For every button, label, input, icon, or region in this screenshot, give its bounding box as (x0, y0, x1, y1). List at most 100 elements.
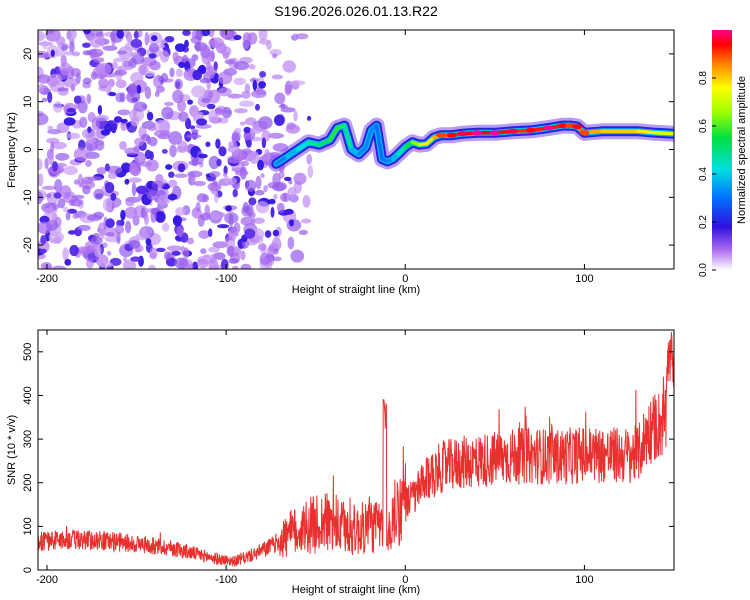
noise-blob (197, 95, 211, 108)
noise-blob (47, 91, 53, 104)
noise-blob (125, 220, 132, 234)
ridge-peak (471, 130, 482, 136)
noise-blob (133, 30, 140, 39)
noise-blob (95, 114, 109, 122)
noise-blob (221, 106, 232, 119)
noise-blob (169, 67, 175, 78)
noise-blob (51, 141, 67, 150)
noise-blob (175, 207, 186, 216)
noise-blob (241, 90, 251, 99)
noise-blob (195, 201, 201, 213)
noise-blob (258, 30, 268, 41)
noise-blob (198, 153, 208, 159)
noise-blob (54, 179, 63, 193)
noise-blob (131, 182, 137, 197)
noise-blob (70, 30, 77, 40)
noise-blob (199, 77, 211, 84)
noise-blob (130, 52, 141, 57)
noise-blob (187, 99, 194, 105)
noise-blob (64, 258, 72, 266)
noise-blob (97, 261, 113, 268)
noise-blob (107, 172, 118, 180)
noise-blob (151, 35, 158, 42)
noise-blob (244, 228, 256, 239)
noise-blob (132, 215, 140, 226)
heatmap-x-label: Height of straight line (km) (292, 284, 420, 296)
colorbar-tick-label: 0.4 (698, 167, 709, 181)
noise-blob (169, 144, 177, 158)
noise-blob (138, 30, 143, 38)
noise-blob (174, 43, 186, 52)
noise-blob (120, 209, 126, 221)
noise-blob (47, 129, 61, 135)
noise-blob (166, 245, 183, 252)
noise-blob (212, 241, 229, 249)
noise-blob (128, 177, 142, 183)
noise-blob (171, 250, 181, 256)
noise-blob (251, 89, 267, 99)
noise-blob (164, 251, 171, 261)
snr-panel: -200 -100 0 100 0 100 200 300 400 500 Height of s… (6, 329, 675, 596)
x-tick-label: -100 (215, 273, 237, 285)
noise-blob (57, 87, 69, 92)
noise-blob (52, 161, 58, 172)
noise-blob (229, 177, 237, 185)
noise-blob (215, 138, 221, 149)
noise-blob (120, 118, 128, 124)
noise-blob (69, 244, 79, 257)
noise-blob (105, 218, 115, 229)
noise-blob (228, 141, 238, 148)
noise-blob (154, 90, 160, 98)
noise-blob (116, 50, 128, 55)
noise-blob (135, 185, 148, 195)
noise-blob (113, 116, 123, 123)
noise-blob (71, 51, 81, 57)
noise-blob (307, 165, 314, 179)
colorbar-gradient (712, 30, 732, 270)
noise-blob (259, 252, 271, 266)
noise-blob (192, 111, 204, 117)
noise-blob (82, 77, 92, 85)
noise-blob (267, 245, 275, 258)
noise-blob (159, 50, 170, 63)
noise-blob (239, 100, 255, 107)
noise-blob (67, 230, 77, 235)
noise-blob (38, 50, 49, 58)
noise-blob (205, 141, 211, 148)
noise-blob (87, 176, 102, 182)
noise-blob (126, 122, 131, 128)
noise-blob (293, 110, 298, 122)
noise-blob (100, 33, 105, 48)
noise-blob (246, 139, 252, 148)
noise-blob (272, 53, 278, 59)
heatmap-y-label: Frequency (Hz) (6, 112, 18, 188)
noise-blob (161, 149, 168, 154)
noise-blob (104, 123, 113, 133)
noise-blob (141, 133, 150, 142)
noise-blob (108, 92, 117, 97)
noise-blob (66, 132, 81, 140)
noise-blob (217, 224, 230, 229)
noise-blob (111, 61, 118, 70)
noise-blob (145, 159, 159, 172)
y-tick-label: -10 (22, 189, 34, 205)
chart-title: S196.2026.026.01.13.R22 (274, 3, 438, 19)
noise-blob (38, 83, 45, 93)
noise-blob (155, 247, 166, 253)
noise-blob (208, 155, 220, 170)
noise-blob (136, 84, 142, 95)
noise-blob (164, 101, 174, 106)
noise-blob (102, 45, 118, 51)
noise-blob (69, 42, 75, 53)
ridge-segment (285, 147, 300, 159)
noise-blob (38, 30, 45, 42)
noise-blob (148, 43, 159, 53)
noise-blob (232, 265, 239, 269)
noise-blob (82, 50, 92, 56)
noise-blob (168, 171, 175, 178)
noise-blob (152, 183, 158, 191)
noise-blob (233, 61, 250, 71)
noise-blob (44, 157, 49, 170)
noise-blob (130, 115, 140, 127)
noise-blob (224, 58, 236, 65)
